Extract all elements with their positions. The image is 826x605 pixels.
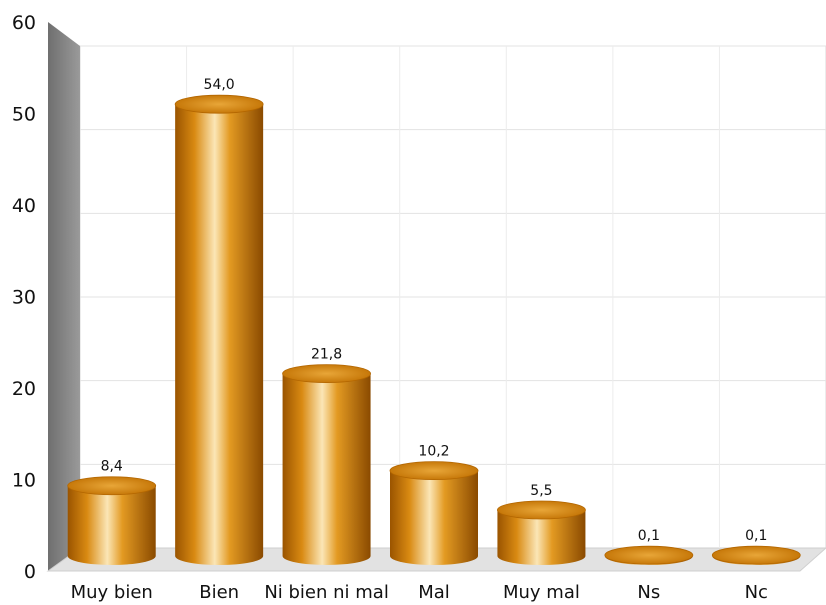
x-axis: Muy bien Bien Ni bien ni mal Mal Muy mal Ns Nc <box>71 582 768 603</box>
y-axis: 0 10 20 30 40 50 60 <box>12 12 36 583</box>
bar-top <box>711 545 801 565</box>
bar-top <box>67 476 157 496</box>
data-label: 21,8 <box>311 347 342 363</box>
bar-top <box>389 461 479 481</box>
bar-body <box>282 373 371 565</box>
left-wall <box>48 22 80 571</box>
data-label: 8,4 <box>101 459 123 475</box>
bar <box>497 500 586 565</box>
bar-body <box>175 104 264 565</box>
bars: 8,4 54,0 21,8 10,2 5,5 0,1 0,1 <box>67 77 801 565</box>
bar <box>174 94 264 565</box>
y-tick-label: 30 <box>12 287 36 309</box>
data-label: 0,1 <box>638 528 660 544</box>
bar-body <box>390 470 478 565</box>
x-tick-label: Ni bien ni mal <box>264 582 389 603</box>
x-tick-label: Muy mal <box>503 582 580 603</box>
data-label: 0,1 <box>745 528 767 544</box>
x-tick-label: Bien <box>199 582 239 603</box>
x-tick-label: Ns <box>637 582 660 603</box>
bar <box>604 545 694 565</box>
bar-top <box>174 94 264 114</box>
data-label: 10,2 <box>418 444 449 460</box>
data-label: 5,5 <box>530 483 552 499</box>
bar-top <box>497 500 586 520</box>
x-tick-label: Nc <box>745 582 768 603</box>
data-label: 54,0 <box>204 77 235 93</box>
bar <box>67 476 157 565</box>
y-tick-label: 40 <box>12 195 36 217</box>
bar <box>282 364 371 565</box>
y-tick-label: 50 <box>12 104 36 126</box>
y-tick-label: 20 <box>12 378 36 400</box>
bar <box>389 461 479 565</box>
x-tick-label: Muy bien <box>71 582 153 603</box>
bar-top <box>282 364 371 384</box>
bar-body <box>497 509 586 565</box>
y-tick-label: 10 <box>12 470 36 492</box>
y-tick-label: 60 <box>12 12 36 34</box>
bar-body <box>67 485 156 565</box>
x-tick-label: Mal <box>418 582 450 603</box>
y-tick-label: 0 <box>24 561 36 583</box>
bar-top <box>604 545 694 565</box>
bar <box>711 545 801 565</box>
